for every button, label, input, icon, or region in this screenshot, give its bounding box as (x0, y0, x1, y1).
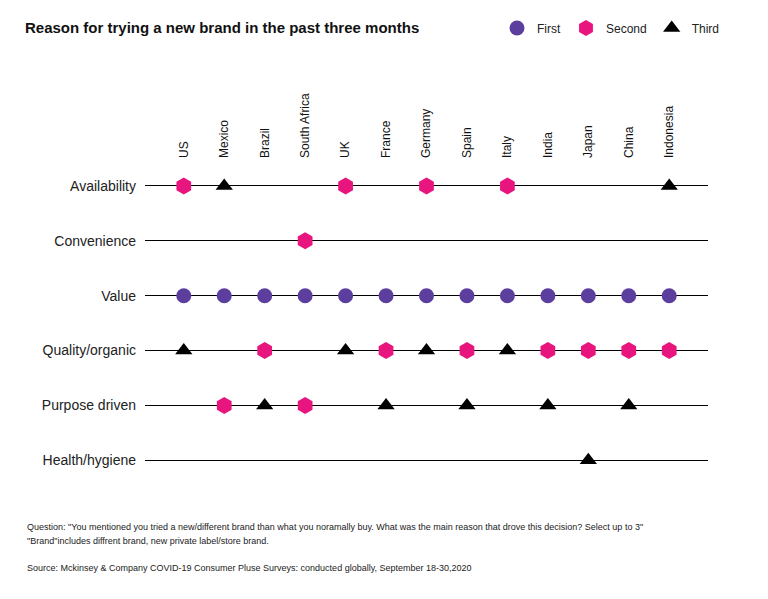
svg-text:"Brand"includes diffrent brand: "Brand"includes diffrent brand, new priv… (27, 536, 269, 546)
svg-text:Germany: Germany (419, 109, 433, 158)
svg-text:Mexico: Mexico (217, 120, 231, 158)
svg-text:Health/hygiene: Health/hygiene (43, 452, 137, 468)
svg-text:China: China (622, 126, 636, 158)
svg-text:Indonesia: Indonesia (662, 106, 676, 158)
svg-text:Availability: Availability (70, 178, 136, 194)
svg-text:Spain: Spain (460, 127, 474, 158)
svg-text:Quality/organic: Quality/organic (43, 342, 136, 358)
svg-text:Brazil: Brazil (258, 128, 272, 158)
svg-text:Japan: Japan (581, 125, 595, 158)
svg-text:Third: Third (692, 22, 719, 36)
svg-text:South Africa: South Africa (298, 93, 312, 158)
svg-text:France: France (379, 120, 393, 158)
svg-text:Purpose driven: Purpose driven (42, 397, 136, 413)
svg-text:US: US (177, 141, 191, 158)
svg-text:Source: Mckinsey & Company COV: Source: Mckinsey & Company COVID-19 Cons… (27, 563, 472, 573)
svg-text:Value: Value (101, 288, 136, 304)
svg-text:First: First (537, 22, 561, 36)
svg-text:Italy: Italy (500, 136, 514, 158)
svg-text:India: India (541, 132, 555, 158)
svg-text:Reason for trying a new brand: Reason for trying a new brand in the pas… (25, 19, 419, 36)
svg-text:Second: Second (606, 22, 647, 36)
svg-text:UK: UK (338, 141, 352, 158)
svg-text:Convenience: Convenience (54, 233, 136, 249)
svg-text:Question: "You mentioned you t: Question: "You mentioned you tried a new… (27, 522, 643, 532)
